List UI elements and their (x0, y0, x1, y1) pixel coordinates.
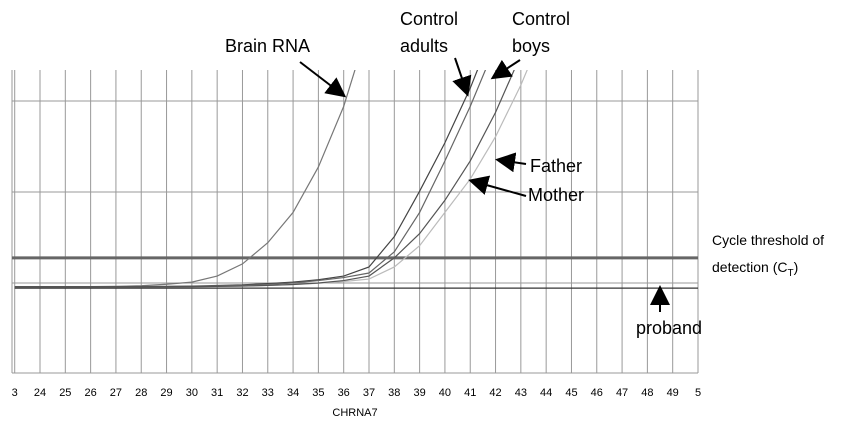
x-tick-label: 25 (59, 387, 71, 399)
x-tick-label: 44 (540, 387, 552, 399)
x-tick-label: 45 (565, 387, 577, 399)
arrow (468, 175, 527, 197)
arrow (495, 152, 527, 173)
curve (14, 70, 515, 288)
x-tick-label: 41 (464, 387, 476, 399)
x-tick-label: 24 (34, 387, 46, 399)
x-tick-label: 27 (110, 387, 122, 399)
x-tick-label: 40 (439, 387, 451, 399)
x-tick-label: 47 (616, 387, 628, 399)
curve (14, 70, 487, 288)
x-tick-label: 30 (186, 387, 198, 399)
x-axis-label: CHRNA7 (332, 407, 377, 419)
annotation: proband (636, 318, 702, 338)
arrow (452, 57, 472, 97)
x-tick-label: 33 (262, 387, 274, 399)
x-tick-label: 43 (515, 387, 527, 399)
x-tick-label: 3 (12, 387, 18, 399)
x-tick-label: 31 (211, 387, 223, 399)
x-tick-label: 35 (312, 387, 324, 399)
x-tick-label: 49 (667, 387, 679, 399)
annotation: Brain RNA (225, 36, 310, 56)
annotation: Mother (528, 185, 584, 205)
x-tick-label: 37 (363, 387, 375, 399)
threshold-label: Cycle threshold of (712, 232, 824, 248)
x-tick-label: 26 (84, 387, 96, 399)
x-tick-label: 48 (641, 387, 653, 399)
arrows (299, 57, 670, 312)
x-tick-label: 38 (388, 387, 400, 399)
curve (14, 70, 479, 288)
x-tick-label: 34 (287, 387, 299, 399)
annotation: adults (400, 36, 448, 56)
curves (14, 70, 698, 289)
x-tick-label: 36 (338, 387, 350, 399)
annotation: Control (400, 9, 458, 29)
annotation: boys (512, 36, 550, 56)
annotation: Control (512, 9, 570, 29)
grid (11, 70, 699, 374)
x-tick-label: 32 (236, 387, 248, 399)
x-tick-label: 5 (695, 387, 701, 399)
x-tick-label: 28 (135, 387, 147, 399)
arrow (490, 59, 521, 80)
arrow (299, 61, 347, 98)
annotation: Father (530, 156, 582, 176)
curve (14, 70, 528, 288)
threshold-label: detection (CT) (712, 259, 798, 279)
x-tick-label: 29 (160, 387, 172, 399)
x-tick-label: 46 (591, 387, 603, 399)
x-tick-label: 42 (489, 387, 501, 399)
x-tick-label: 39 (413, 387, 425, 399)
